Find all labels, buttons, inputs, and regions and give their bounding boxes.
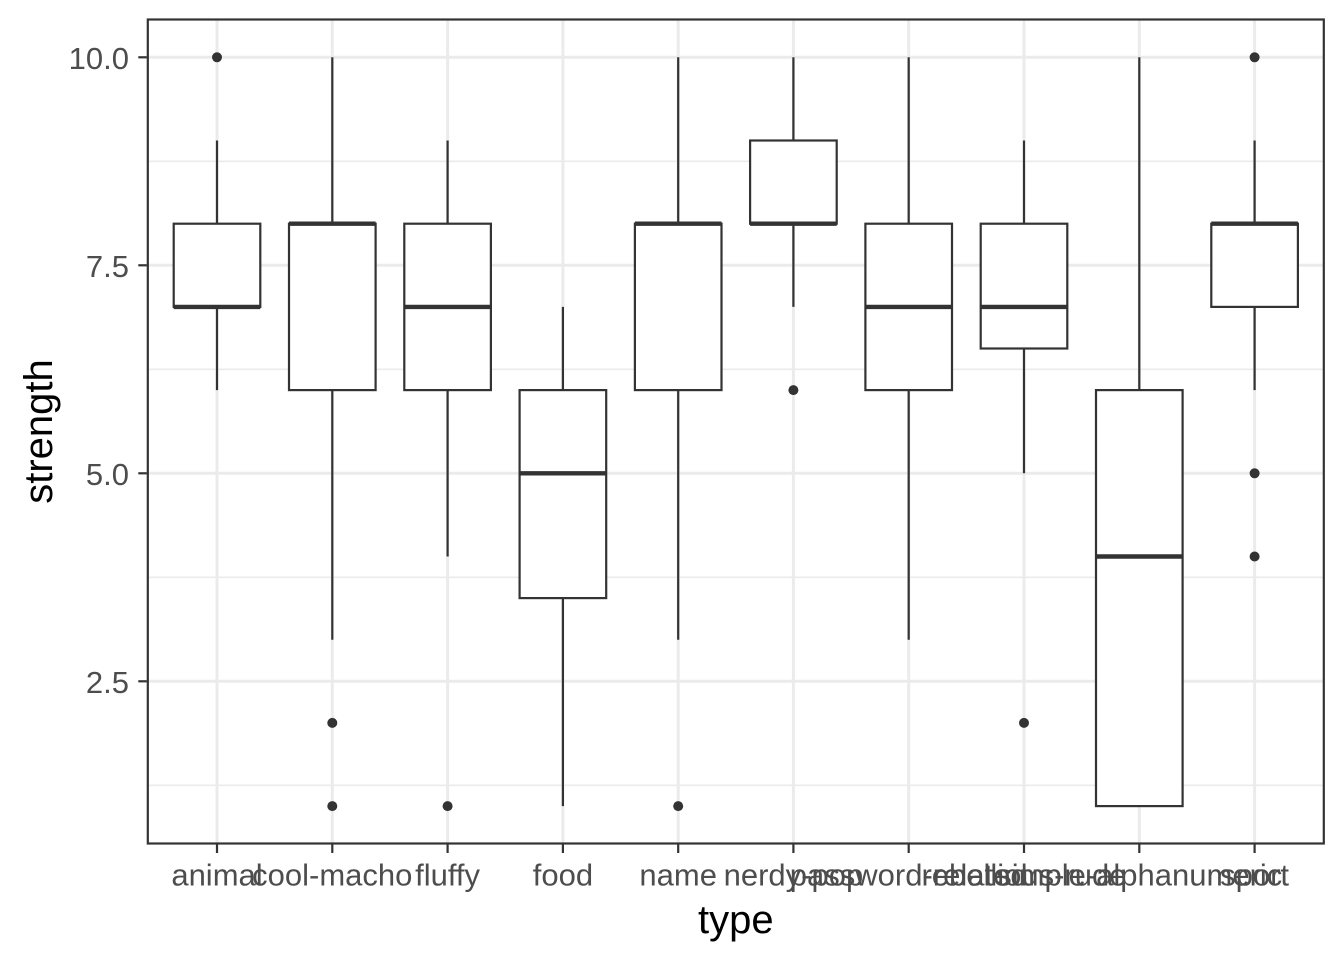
svg-text:fluffy: fluffy <box>415 858 480 893</box>
svg-text:cool-macho: cool-macho <box>252 858 412 893</box>
svg-text:name: name <box>639 858 717 893</box>
svg-text:5.0: 5.0 <box>86 457 129 492</box>
svg-text:7.5: 7.5 <box>86 249 129 284</box>
svg-text:type: type <box>698 898 774 942</box>
svg-text:password-related: password-related <box>790 858 1028 893</box>
svg-text:animal: animal <box>171 858 262 893</box>
svg-text:nerdy-pop: nerdy-pop <box>724 858 864 893</box>
svg-text:strength: strength <box>17 359 61 504</box>
svg-text:sport: sport <box>1220 858 1289 893</box>
svg-text:food: food <box>533 858 593 893</box>
svg-text:2.5: 2.5 <box>86 665 129 700</box>
svg-text:simple-alphanumeric: simple-alphanumeric <box>996 858 1282 893</box>
svg-text:10.0: 10.0 <box>69 41 129 76</box>
svg-text:rebellious-rude: rebellious-rude <box>921 858 1126 893</box>
